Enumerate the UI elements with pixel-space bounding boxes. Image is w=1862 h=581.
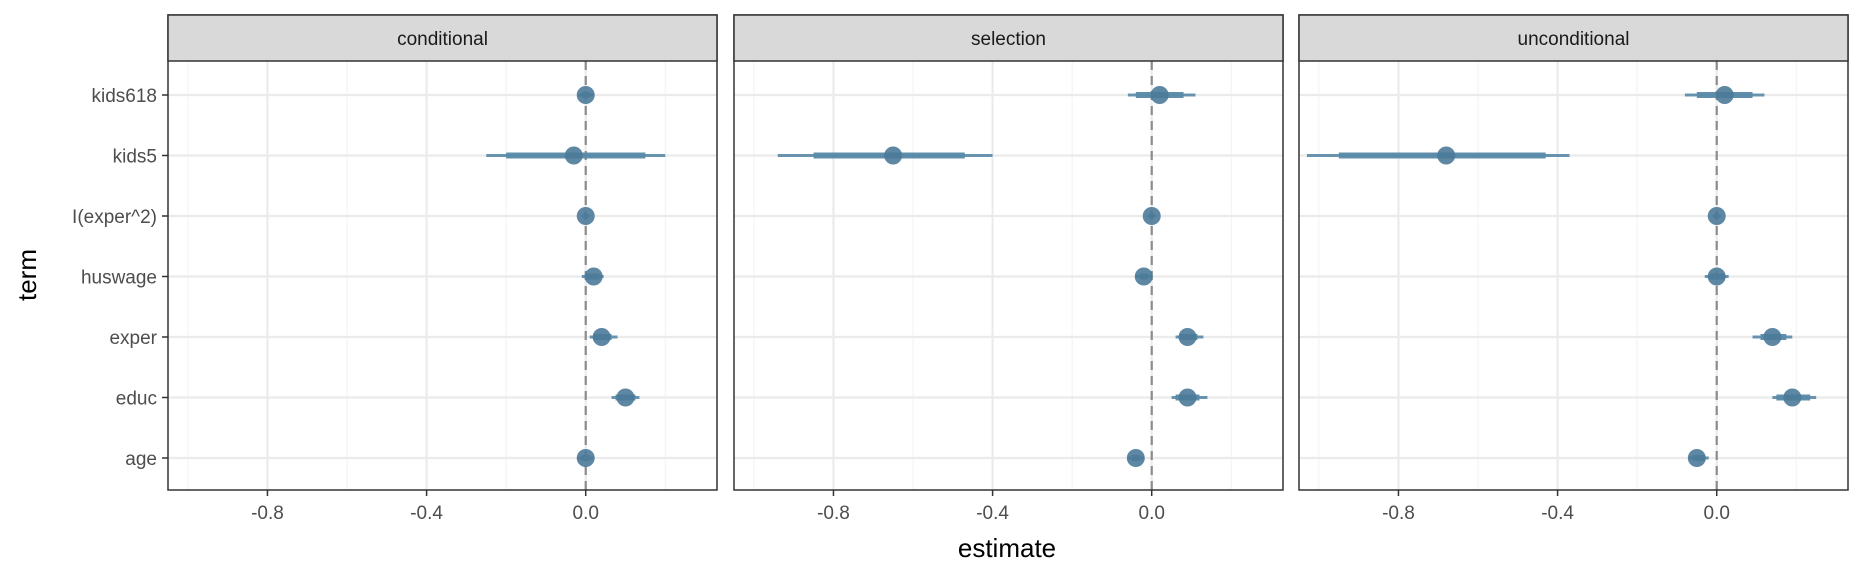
estimate-point-selection-kids5 (884, 146, 903, 165)
estimate-point-conditional-kids5 (564, 146, 583, 165)
y-tick-label-kids618: kids618 (92, 86, 158, 107)
y-axis-title: term (12, 249, 42, 301)
estimate-point-selection-i-exper-2 (1142, 207, 1161, 225)
x-tick-label-unconditional-1: -0.4 (1541, 503, 1574, 524)
estimate-point-unconditional-exper (1763, 328, 1782, 346)
y-tick-label-exper: exper (109, 328, 157, 349)
estimate-point-unconditional-kids5 (1437, 146, 1456, 165)
estimate-point-conditional-kids618 (576, 86, 595, 104)
facet-label-unconditional: unconditional (1518, 29, 1630, 50)
estimate-point-conditional-huswage (584, 267, 603, 286)
facet-label-selection: selection (971, 29, 1046, 50)
estimate-point-selection-age (1126, 449, 1145, 467)
x-axis-title: estimate (958, 533, 1056, 563)
x-tick-label-conditional-0: -0.8 (251, 503, 284, 524)
facet-label-conditional: conditional (397, 29, 488, 50)
x-tick-label-conditional-1: -0.4 (410, 503, 443, 524)
x-tick-label-unconditional-2: 0.0 (1704, 503, 1730, 524)
estimate-point-conditional-age (576, 449, 595, 467)
estimate-point-selection-exper (1178, 328, 1197, 346)
facet-strip-conditional (167, 14, 718, 62)
y-tick-label-huswage: huswage (81, 268, 157, 289)
estimate-point-unconditional-kids618 (1715, 86, 1734, 104)
y-tick-label-educ: educ (116, 389, 157, 410)
x-tick-label-unconditional-0: -0.8 (1382, 503, 1415, 524)
x-tick-label-selection-2: 0.0 (1139, 503, 1165, 524)
estimate-point-selection-huswage (1134, 267, 1153, 286)
x-tick-label-selection-0: -0.8 (817, 503, 850, 524)
estimate-point-selection-educ (1178, 388, 1197, 407)
estimate-point-unconditional-i-exper-2 (1707, 207, 1726, 225)
estimate-point-conditional-exper (592, 328, 611, 346)
x-tick-label-selection-1: -0.4 (976, 503, 1009, 524)
estimate-point-unconditional-educ (1783, 388, 1802, 407)
estimate-point-conditional-i-exper-2 (576, 207, 595, 225)
estimate-point-selection-kids618 (1150, 86, 1169, 104)
estimate-point-unconditional-age (1687, 449, 1706, 467)
estimate-point-conditional-educ (616, 388, 635, 407)
y-tick-label-i-exper-2: I(exper^2) (72, 207, 157, 228)
x-tick-label-conditional-2: 0.0 (573, 503, 599, 524)
facet-strip-unconditional (1298, 14, 1849, 62)
facet-strip-selection (733, 14, 1284, 62)
estimate-point-unconditional-huswage (1707, 267, 1726, 286)
y-tick-label-age: age (125, 449, 157, 470)
y-tick-label-kids5: kids5 (113, 147, 157, 168)
